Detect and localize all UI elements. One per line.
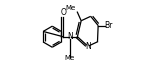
Text: Br: Br [105, 21, 113, 30]
Text: Me: Me [65, 55, 75, 61]
Text: O: O [60, 8, 66, 17]
Text: N: N [85, 42, 91, 51]
Text: Me: Me [65, 6, 76, 11]
Text: N: N [67, 32, 73, 41]
